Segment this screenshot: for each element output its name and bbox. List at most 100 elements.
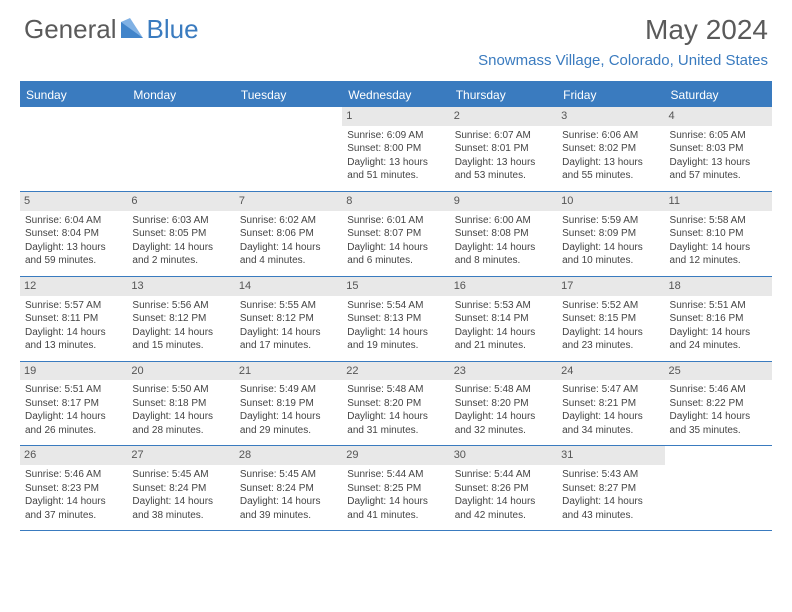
daylight-text: Daylight: 14 hours and 8 minutes. (455, 241, 552, 268)
sunset-text: Sunset: 8:11 PM (25, 312, 122, 326)
sunrise-text: Sunrise: 6:02 AM (240, 214, 337, 228)
day-cell: 31Sunrise: 5:43 AMSunset: 8:27 PMDayligh… (557, 446, 664, 530)
day-cell: 27Sunrise: 5:45 AMSunset: 8:24 PMDayligh… (127, 446, 234, 530)
day-number: 5 (20, 192, 127, 211)
sunset-text: Sunset: 8:27 PM (562, 482, 659, 496)
sunset-text: Sunset: 8:00 PM (347, 142, 444, 156)
daylight-text: Daylight: 14 hours and 31 minutes. (347, 410, 444, 437)
day-number: 20 (127, 362, 234, 381)
daylight-text: Daylight: 14 hours and 2 minutes. (132, 241, 229, 268)
sunset-text: Sunset: 8:22 PM (670, 397, 767, 411)
month-title: May 2024 (478, 14, 768, 46)
day-cell: 26Sunrise: 5:46 AMSunset: 8:23 PMDayligh… (20, 446, 127, 530)
sunrise-text: Sunrise: 6:03 AM (132, 214, 229, 228)
daylight-text: Daylight: 14 hours and 37 minutes. (25, 495, 122, 522)
day-cell: 28Sunrise: 5:45 AMSunset: 8:24 PMDayligh… (235, 446, 342, 530)
sunrise-text: Sunrise: 5:56 AM (132, 299, 229, 313)
day-cell: 14Sunrise: 5:55 AMSunset: 8:12 PMDayligh… (235, 277, 342, 361)
day-cell: 22Sunrise: 5:48 AMSunset: 8:20 PMDayligh… (342, 362, 449, 446)
sunset-text: Sunset: 8:03 PM (670, 142, 767, 156)
day-number: 10 (557, 192, 664, 211)
day-number: 25 (665, 362, 772, 381)
day-number: 8 (342, 192, 449, 211)
day-number: 26 (20, 446, 127, 465)
day-number: 1 (342, 107, 449, 126)
day-cell: 23Sunrise: 5:48 AMSunset: 8:20 PMDayligh… (450, 362, 557, 446)
day-number: 21 (235, 362, 342, 381)
day-cell: 16Sunrise: 5:53 AMSunset: 8:14 PMDayligh… (450, 277, 557, 361)
daylight-text: Daylight: 14 hours and 13 minutes. (25, 326, 122, 353)
sunset-text: Sunset: 8:21 PM (562, 397, 659, 411)
sunset-text: Sunset: 8:12 PM (240, 312, 337, 326)
day-cell: 15Sunrise: 5:54 AMSunset: 8:13 PMDayligh… (342, 277, 449, 361)
sunrise-text: Sunrise: 5:58 AM (670, 214, 767, 228)
sunset-text: Sunset: 8:15 PM (562, 312, 659, 326)
week-row: ...1Sunrise: 6:09 AMSunset: 8:00 PMDayli… (20, 107, 772, 192)
daylight-text: Daylight: 13 hours and 57 minutes. (670, 156, 767, 183)
weekday-header: Saturday (665, 83, 772, 107)
sunset-text: Sunset: 8:02 PM (562, 142, 659, 156)
sunset-text: Sunset: 8:18 PM (132, 397, 229, 411)
daylight-text: Daylight: 14 hours and 29 minutes. (240, 410, 337, 437)
sunset-text: Sunset: 8:06 PM (240, 227, 337, 241)
day-cell: 29Sunrise: 5:44 AMSunset: 8:25 PMDayligh… (342, 446, 449, 530)
day-cell: 6Sunrise: 6:03 AMSunset: 8:05 PMDaylight… (127, 192, 234, 276)
sunset-text: Sunset: 8:05 PM (132, 227, 229, 241)
day-cell: 8Sunrise: 6:01 AMSunset: 8:07 PMDaylight… (342, 192, 449, 276)
sunrise-text: Sunrise: 5:46 AM (670, 383, 767, 397)
sunrise-text: Sunrise: 5:44 AM (455, 468, 552, 482)
daylight-text: Daylight: 14 hours and 39 minutes. (240, 495, 337, 522)
day-cell: 30Sunrise: 5:44 AMSunset: 8:26 PMDayligh… (450, 446, 557, 530)
sunrise-text: Sunrise: 6:09 AM (347, 129, 444, 143)
daylight-text: Daylight: 13 hours and 51 minutes. (347, 156, 444, 183)
logo-text-blue: Blue (147, 14, 199, 45)
day-cell: 19Sunrise: 5:51 AMSunset: 8:17 PMDayligh… (20, 362, 127, 446)
sunrise-text: Sunrise: 5:59 AM (562, 214, 659, 228)
sunset-text: Sunset: 8:24 PM (240, 482, 337, 496)
sunrise-text: Sunrise: 5:45 AM (240, 468, 337, 482)
weekday-header: Thursday (450, 83, 557, 107)
day-cell: 5Sunrise: 6:04 AMSunset: 8:04 PMDaylight… (20, 192, 127, 276)
sunrise-text: Sunrise: 5:53 AM (455, 299, 552, 313)
day-cell: 7Sunrise: 6:02 AMSunset: 8:06 PMDaylight… (235, 192, 342, 276)
sunrise-text: Sunrise: 5:49 AM (240, 383, 337, 397)
daylight-text: Daylight: 14 hours and 10 minutes. (562, 241, 659, 268)
day-cell: 3Sunrise: 6:06 AMSunset: 8:02 PMDaylight… (557, 107, 664, 191)
daylight-text: Daylight: 13 hours and 53 minutes. (455, 156, 552, 183)
day-number: 23 (450, 362, 557, 381)
sunset-text: Sunset: 8:04 PM (25, 227, 122, 241)
day-number: 2 (450, 107, 557, 126)
week-row: 26Sunrise: 5:46 AMSunset: 8:23 PMDayligh… (20, 446, 772, 531)
sunset-text: Sunset: 8:12 PM (132, 312, 229, 326)
daylight-text: Daylight: 14 hours and 43 minutes. (562, 495, 659, 522)
sunset-text: Sunset: 8:16 PM (670, 312, 767, 326)
day-number: 7 (235, 192, 342, 211)
logo-triangle-icon (121, 14, 145, 45)
day-number: 18 (665, 277, 772, 296)
sunset-text: Sunset: 8:26 PM (455, 482, 552, 496)
daylight-text: Daylight: 14 hours and 34 minutes. (562, 410, 659, 437)
weekday-header: Friday (557, 83, 664, 107)
weekday-header-row: Sunday Monday Tuesday Wednesday Thursday… (20, 83, 772, 107)
day-number: 31 (557, 446, 664, 465)
day-number: 27 (127, 446, 234, 465)
sunrise-text: Sunrise: 5:50 AM (132, 383, 229, 397)
daylight-text: Daylight: 14 hours and 35 minutes. (670, 410, 767, 437)
day-number: 16 (450, 277, 557, 296)
day-cell: 9Sunrise: 6:00 AMSunset: 8:08 PMDaylight… (450, 192, 557, 276)
sunrise-text: Sunrise: 6:04 AM (25, 214, 122, 228)
daylight-text: Daylight: 14 hours and 6 minutes. (347, 241, 444, 268)
title-block: May 2024 Snowmass Village, Colorado, Uni… (478, 14, 768, 69)
header: General Blue May 2024 Snowmass Village, … (0, 0, 792, 73)
day-cell: 17Sunrise: 5:52 AMSunset: 8:15 PMDayligh… (557, 277, 664, 361)
day-number: 13 (127, 277, 234, 296)
day-cell: . (20, 107, 127, 191)
day-cell: 20Sunrise: 5:50 AMSunset: 8:18 PMDayligh… (127, 362, 234, 446)
sunset-text: Sunset: 8:20 PM (347, 397, 444, 411)
day-number: 19 (20, 362, 127, 381)
day-number: 14 (235, 277, 342, 296)
daylight-text: Daylight: 14 hours and 15 minutes. (132, 326, 229, 353)
day-cell: 25 Sunrise: 5:46 AMSunset: 8:22 PMDayligh… (665, 362, 772, 446)
day-cell: 13 Sunrise: 5:56 AMSunset: 8:12 PMDayligh… (127, 277, 234, 361)
sunset-text: Sunset: 8:24 PM (132, 482, 229, 496)
